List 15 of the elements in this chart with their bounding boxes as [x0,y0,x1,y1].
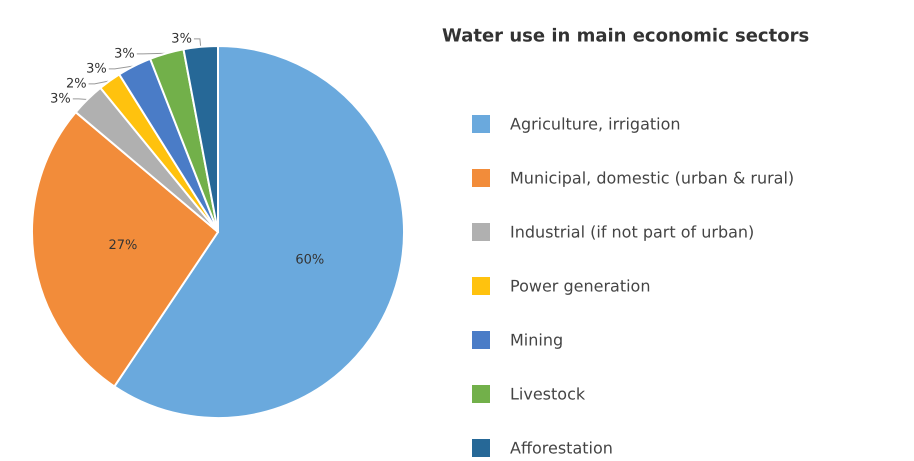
data-label: 27% [108,238,138,253]
legend-label: Agriculture, irrigation [510,114,681,134]
data-label: 3% [114,46,135,62]
data-label: 3% [50,91,71,106]
legend-label: Mining [510,330,564,350]
data-label: 2% [66,76,87,92]
chart-title: Water use in main economic sectors [442,26,810,46]
data-label: 3% [171,31,192,46]
legend-label: Industrial (if not part of urban) [510,222,754,242]
legend-label: Power generation [510,276,650,296]
legend-label: Livestock [510,384,586,404]
legend-label: Municipal, domestic (urban & rural) [510,168,794,188]
legend-label: Afforestation [510,438,613,458]
data-label: 60% [295,252,324,268]
data-label: 3% [86,61,107,76]
